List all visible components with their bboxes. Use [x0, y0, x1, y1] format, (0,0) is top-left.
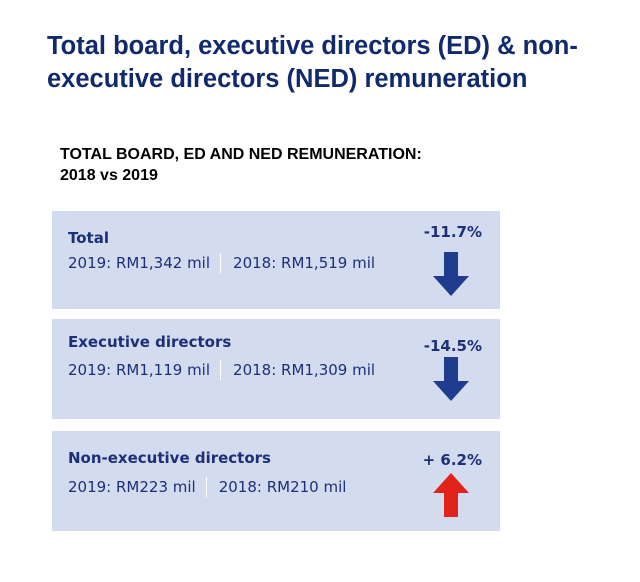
up-arrow-icon	[431, 473, 471, 517]
value-2018: 2018: RM210 mil	[218, 478, 347, 496]
change-percent: -11.7%	[423, 223, 482, 241]
change-percent: -14.5%	[423, 337, 482, 355]
executive-directors-card: Executive directors 2019: RM1,119 mil 20…	[52, 319, 500, 419]
up-arrow-icon-shape	[433, 473, 469, 517]
card-values: 2019: RM1,119 mil 2018: RM1,309 mil	[68, 360, 375, 380]
down-arrow-icon-shape	[433, 357, 469, 401]
section-heading-line-2: 2018 vs 2019	[60, 167, 158, 184]
value-2018: 2018: RM1,519 mil	[233, 254, 376, 272]
value-2019: 2019: RM1,342 mil	[68, 254, 211, 272]
value-separator	[220, 253, 222, 273]
page-title: Total board, executive directors (ED) & …	[47, 32, 578, 93]
value-separator	[220, 360, 222, 380]
total-card: Total 2019: RM1,342 mil 2018: RM1,519 mi…	[52, 211, 500, 309]
card-label: Non-executive directors	[68, 449, 271, 467]
non-executive-directors-card: Non-executive directors 2019: RM223 mil …	[52, 431, 500, 531]
down-arrow-icon	[431, 357, 471, 401]
card-values: 2019: RM223 mil 2018: RM210 mil	[68, 477, 346, 497]
value-2018: 2018: RM1,309 mil	[233, 361, 376, 379]
value-2019: 2019: RM223 mil	[68, 478, 196, 496]
change-percent: + 6.2%	[422, 451, 482, 469]
value-2019: 2019: RM1,119 mil	[68, 361, 211, 379]
down-arrow-icon	[431, 252, 471, 296]
section-heading-line-1: TOTAL BOARD, ED AND NED REMUNERATION:	[60, 146, 422, 163]
card-label: Total	[68, 229, 109, 247]
section-heading: TOTAL BOARD, ED AND NED REMUNERATION: 20…	[60, 144, 600, 186]
value-separator	[205, 477, 207, 497]
card-label: Executive directors	[68, 333, 232, 351]
down-arrow-icon-shape	[433, 252, 469, 296]
card-values: 2019: RM1,342 mil 2018: RM1,519 mil	[68, 253, 375, 273]
